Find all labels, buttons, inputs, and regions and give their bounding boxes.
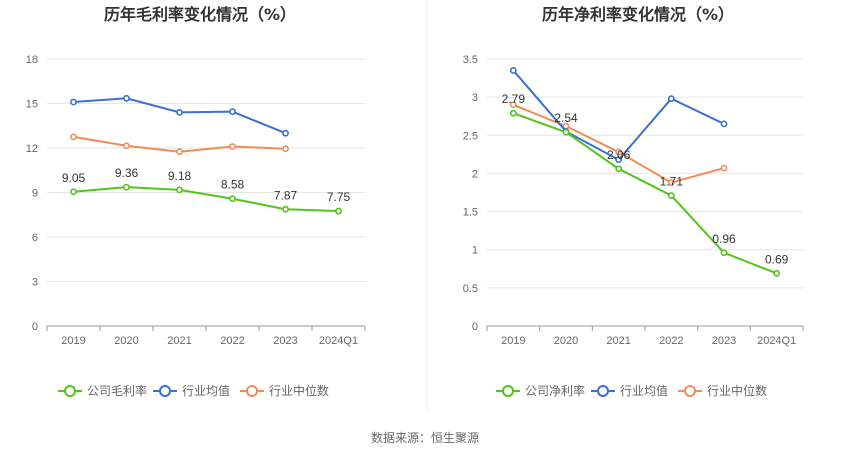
x-tick-label: 2021 — [167, 335, 191, 347]
y-tick-label: 2.5 — [463, 130, 478, 142]
data-point-avg — [70, 98, 77, 106]
series-line-company — [73, 186, 339, 213]
data-point-company — [282, 205, 289, 213]
legend-label: 行业均值 — [182, 383, 230, 398]
y-tick-label: 6 — [32, 232, 38, 244]
data-point-median — [123, 142, 130, 150]
data-point-company — [562, 128, 570, 136]
x-tick-label: 2019 — [501, 335, 525, 347]
data-point-avg — [667, 95, 675, 103]
data-point-median — [70, 133, 77, 141]
data-label: 0.69 — [765, 252, 789, 266]
y-tick-label: 15 — [26, 99, 38, 111]
data-point-company — [229, 195, 236, 203]
data-point-avg — [615, 156, 623, 164]
series-line-avg — [512, 69, 725, 161]
y-tick-label: 3 — [472, 92, 478, 104]
data-label: 2.79 — [502, 92, 526, 106]
gross-margin-chart-title: 历年毛利率变化情况（%） — [104, 5, 296, 24]
data-label: 9.05 — [62, 171, 86, 185]
legend-item-avg: 行业均值 — [153, 383, 230, 398]
data-point-median — [176, 148, 183, 156]
y-tick-label: 1 — [472, 245, 478, 257]
x-tick-label: 2024Q1 — [757, 335, 796, 347]
y-tick-label: 0.5 — [463, 283, 478, 295]
legend-item-median: 行业中位数 — [240, 383, 329, 398]
data-point-avg — [282, 129, 289, 137]
data-point-median — [229, 143, 236, 150]
y-tick-label: 0 — [472, 321, 478, 333]
x-tick-label: 2019 — [61, 335, 85, 347]
x-tick-label: 2020 — [114, 335, 138, 347]
y-tick-label: 1.5 — [463, 207, 478, 219]
legend-label: 公司毛利率 — [87, 383, 147, 398]
data-point-company — [335, 207, 342, 215]
x-tick-label: 2021 — [606, 335, 630, 347]
net-margin-chart: 0 0.5 1 1.5 2 2.5 3 3.5 2019 2020 2021 2022 2023 2024… — [463, 54, 804, 398]
data-label: 2.54 — [554, 111, 578, 125]
gross-margin-chart: 0 3 6 9 12 15 18 2019 2020 2021 2022 2023 2024Q1 9.05… — [26, 54, 366, 398]
legend-marker — [684, 385, 696, 397]
x-tick-label: 2024Q1 — [319, 335, 358, 347]
data-point-avg — [720, 120, 728, 128]
x-tick-label: 2022 — [220, 335, 244, 347]
data-point-avg — [123, 94, 130, 102]
legend-marker — [159, 385, 171, 397]
legend-item-median: 行业中位数 — [678, 383, 767, 398]
data-label: 7.87 — [274, 188, 298, 202]
data-source-note: 数据来源：恒生聚源 — [371, 430, 479, 445]
net-margin-chart-title: 历年净利率变化情况（%） — [542, 5, 734, 24]
data-point-median — [667, 179, 675, 186]
data-label: 7.75 — [327, 190, 351, 204]
data-point-company — [176, 186, 183, 194]
data-point-company — [615, 165, 623, 173]
series-line-company — [512, 112, 778, 275]
x-tick-label: 2022 — [659, 335, 683, 347]
data-point-company — [123, 183, 130, 191]
y-tick-label: 9 — [32, 188, 38, 200]
legend-label: 行业中位数 — [269, 383, 329, 398]
legend-marker — [246, 385, 258, 397]
y-tick-label: 12 — [26, 143, 38, 155]
data-label: 1.71 — [660, 175, 684, 189]
legend-marker — [502, 385, 514, 397]
data-point-company — [773, 269, 781, 277]
x-tick-label: 2023 — [273, 335, 297, 347]
legend-label: 行业中位数 — [707, 383, 767, 398]
legend-marker — [597, 385, 609, 397]
data-label: 2.06 — [607, 148, 631, 162]
legend-item-company: 公司净利率 — [496, 383, 585, 398]
data-point-company — [667, 192, 675, 199]
legend-item-avg: 行业均值 — [591, 383, 668, 398]
data-point-median — [720, 164, 728, 172]
y-tick-label: 18 — [26, 54, 38, 66]
data-point-company — [70, 188, 77, 196]
y-tick-label: 3.5 — [463, 54, 478, 66]
data-point-company — [509, 109, 517, 117]
legend-label: 公司净利率 — [525, 383, 585, 398]
data-label: 9.18 — [168, 169, 192, 183]
y-tick-label: 0 — [32, 321, 38, 333]
x-tick-label: 2023 — [712, 335, 736, 347]
data-point-avg — [176, 109, 183, 116]
data-label: 0.96 — [712, 232, 736, 246]
data-point-median — [282, 145, 289, 153]
data-point-median — [509, 101, 517, 109]
data-label: 8.58 — [221, 178, 245, 192]
y-tick-label: 3 — [32, 277, 38, 289]
legend-marker — [64, 385, 76, 397]
data-point-avg — [229, 108, 236, 116]
data-point-avg — [509, 67, 517, 74]
data-point-company — [720, 249, 728, 257]
legend-item-company: 公司毛利率 — [58, 383, 147, 398]
data-point-median — [615, 148, 623, 156]
x-tick-label: 2020 — [554, 335, 578, 347]
data-label: 9.36 — [115, 166, 139, 180]
y-tick-label: 2 — [472, 168, 478, 180]
legend-label: 行业均值 — [620, 383, 668, 398]
